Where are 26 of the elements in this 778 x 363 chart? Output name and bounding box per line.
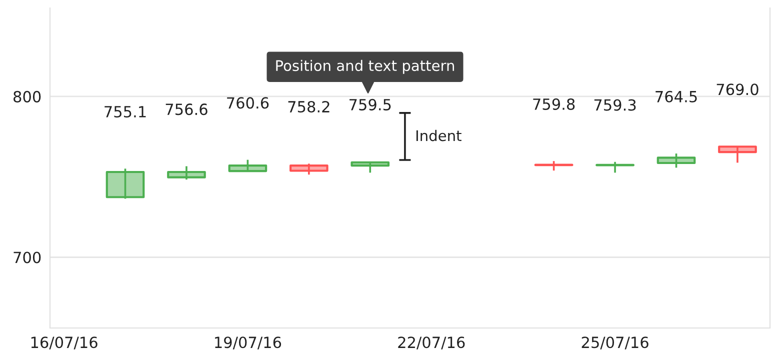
candlestick [290, 162, 328, 176]
text: 759.3 [594, 99, 636, 111]
y-tick-label: 700 [14, 252, 41, 264]
candlestick [596, 160, 634, 174]
text: 755.1 [104, 106, 146, 118]
text: 756.6 [166, 104, 208, 116]
text: 769.0 [716, 84, 758, 96]
x-tick-label: 16/07/16 [31, 336, 98, 350]
y-tick-label: 800 [14, 90, 41, 102]
x-tick-label: 22/07/16 [398, 336, 465, 350]
text: 759.5 [350, 98, 391, 110]
candlestick [656, 152, 696, 169]
text: 758.2 [288, 100, 330, 113]
annotation: Indent [416, 130, 462, 142]
candlestick [106, 168, 145, 200]
text: 760.6 [227, 97, 269, 109]
candlestick [167, 165, 206, 180]
candlestick [718, 145, 757, 164]
text: 759.8 [533, 98, 575, 110]
candlestick [534, 160, 574, 172]
candlestick [228, 158, 268, 172]
x-tick-label: 19/07/16 [215, 336, 282, 350]
x-tick-label: 25/07/16 [582, 336, 648, 350]
annotation: Position and text pattern [276, 60, 454, 74]
candlestick [350, 160, 390, 174]
text: 764.5 [656, 90, 697, 102]
